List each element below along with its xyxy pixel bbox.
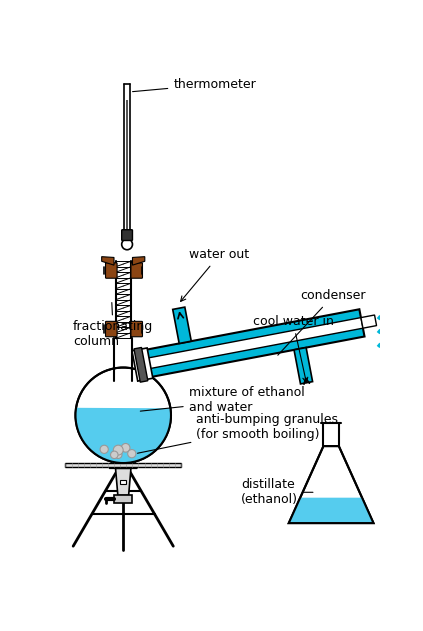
Polygon shape	[289, 498, 374, 523]
Circle shape	[113, 445, 123, 455]
Text: cool water in: cool water in	[253, 316, 333, 382]
Text: mixture of ethanol
and water: mixture of ethanol and water	[140, 386, 305, 414]
Polygon shape	[173, 307, 191, 343]
Polygon shape	[377, 343, 382, 348]
Polygon shape	[134, 348, 148, 382]
Circle shape	[100, 445, 108, 454]
Circle shape	[122, 239, 132, 250]
Circle shape	[128, 449, 136, 458]
FancyBboxPatch shape	[105, 321, 117, 337]
Text: water out: water out	[181, 248, 250, 302]
FancyBboxPatch shape	[105, 263, 117, 278]
Bar	[114, 495, 132, 503]
Polygon shape	[75, 408, 171, 463]
Polygon shape	[137, 317, 363, 370]
Polygon shape	[377, 315, 382, 321]
Bar	[126, 100, 128, 240]
Text: distillate
(ethanol): distillate (ethanol)	[241, 478, 313, 506]
Circle shape	[121, 444, 130, 452]
Circle shape	[110, 451, 118, 459]
Polygon shape	[136, 309, 365, 379]
Bar	[120, 480, 126, 484]
Polygon shape	[361, 315, 376, 328]
Text: condenser: condenser	[278, 290, 366, 355]
Circle shape	[115, 451, 122, 459]
Circle shape	[75, 367, 171, 463]
Text: fractionating
column: fractionating column	[73, 303, 154, 348]
Polygon shape	[377, 329, 382, 334]
Text: anti-bumping granules
(for smooth boiling): anti-bumping granules (for smooth boilin…	[137, 413, 338, 453]
Bar	[66, 463, 181, 467]
Polygon shape	[102, 257, 114, 265]
Polygon shape	[132, 348, 153, 381]
Polygon shape	[132, 257, 145, 265]
Polygon shape	[115, 468, 131, 495]
FancyBboxPatch shape	[131, 263, 143, 278]
Polygon shape	[289, 446, 374, 523]
Polygon shape	[110, 445, 137, 468]
Text: thermometer: thermometer	[132, 78, 256, 91]
FancyBboxPatch shape	[131, 321, 143, 337]
Polygon shape	[294, 348, 313, 384]
FancyBboxPatch shape	[122, 230, 132, 240]
